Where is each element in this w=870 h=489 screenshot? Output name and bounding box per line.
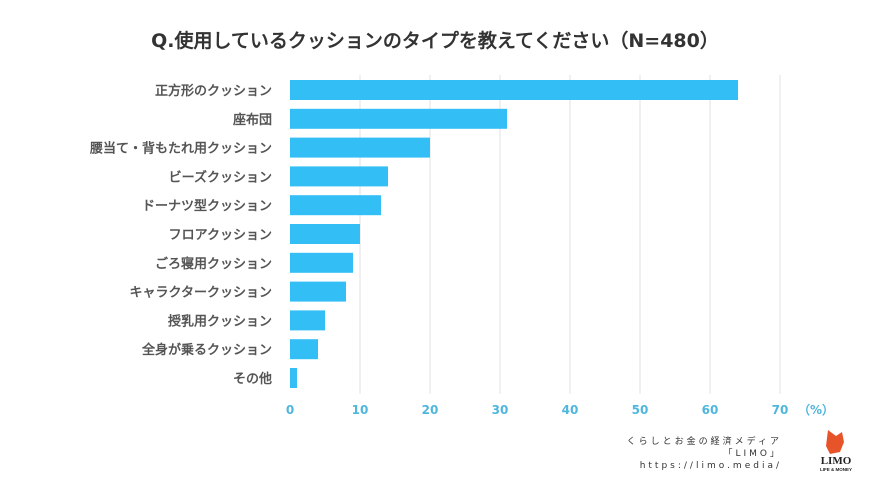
x-tick-label: 40 (562, 403, 579, 417)
x-tick-label: 30 (492, 403, 509, 417)
x-tick-label: 50 (632, 403, 649, 417)
bar (290, 195, 381, 216)
category-label: 授乳用クッション (168, 313, 272, 329)
bar (290, 137, 430, 158)
bar (290, 108, 507, 129)
svg-text:LIMO: LIMO (821, 455, 852, 467)
category-label: フロアクッション (169, 228, 272, 243)
x-tick-label: 70 (772, 403, 789, 417)
category-label: ビーズクッション (169, 169, 272, 185)
x-unit-label: （%） (798, 402, 834, 417)
x-tick-label: 20 (422, 403, 439, 417)
x-tick-label: 60 (702, 403, 719, 417)
bar (290, 80, 738, 100)
category-label: 腰当て・背もたれ用クッション (89, 141, 272, 157)
chart-title: Q.使用しているクッションのタイプを教えてください（N=480） (151, 30, 719, 52)
bar (290, 166, 388, 187)
fox-icon (826, 430, 844, 454)
category-label: その他 (233, 371, 272, 387)
bar (290, 368, 297, 388)
x-tick-label: 0 (286, 403, 294, 417)
footer-tagline: くらしとお金の経済メディア (626, 437, 782, 447)
bar (290, 310, 325, 331)
footer-brand: 「LIMO」 (723, 449, 782, 459)
category-label: ドーナツ型クッション (142, 198, 272, 214)
category-label: キャラクタークッション (130, 286, 272, 301)
category-label: ごろ寝用クッション (155, 256, 272, 272)
bar (290, 281, 346, 302)
bar (290, 224, 360, 244)
category-label: 全身が乗るクッション (141, 342, 272, 358)
category-label: 正方形のクッション (155, 83, 272, 99)
category-label: 座布団 (232, 112, 272, 128)
svg-text:LIFE & MONEY: LIFE & MONEY (820, 467, 852, 472)
footer-credit: くらしとお金の経済メディア 「LIMO」 https://limo.media/ (627, 436, 782, 472)
x-tick-label: 10 (352, 403, 369, 417)
limo-logo: LIMO LIFE & MONEY (820, 430, 852, 472)
footer-url[interactable]: https://limo.media/ (639, 461, 782, 471)
bar (290, 252, 353, 273)
bar (290, 339, 318, 360)
